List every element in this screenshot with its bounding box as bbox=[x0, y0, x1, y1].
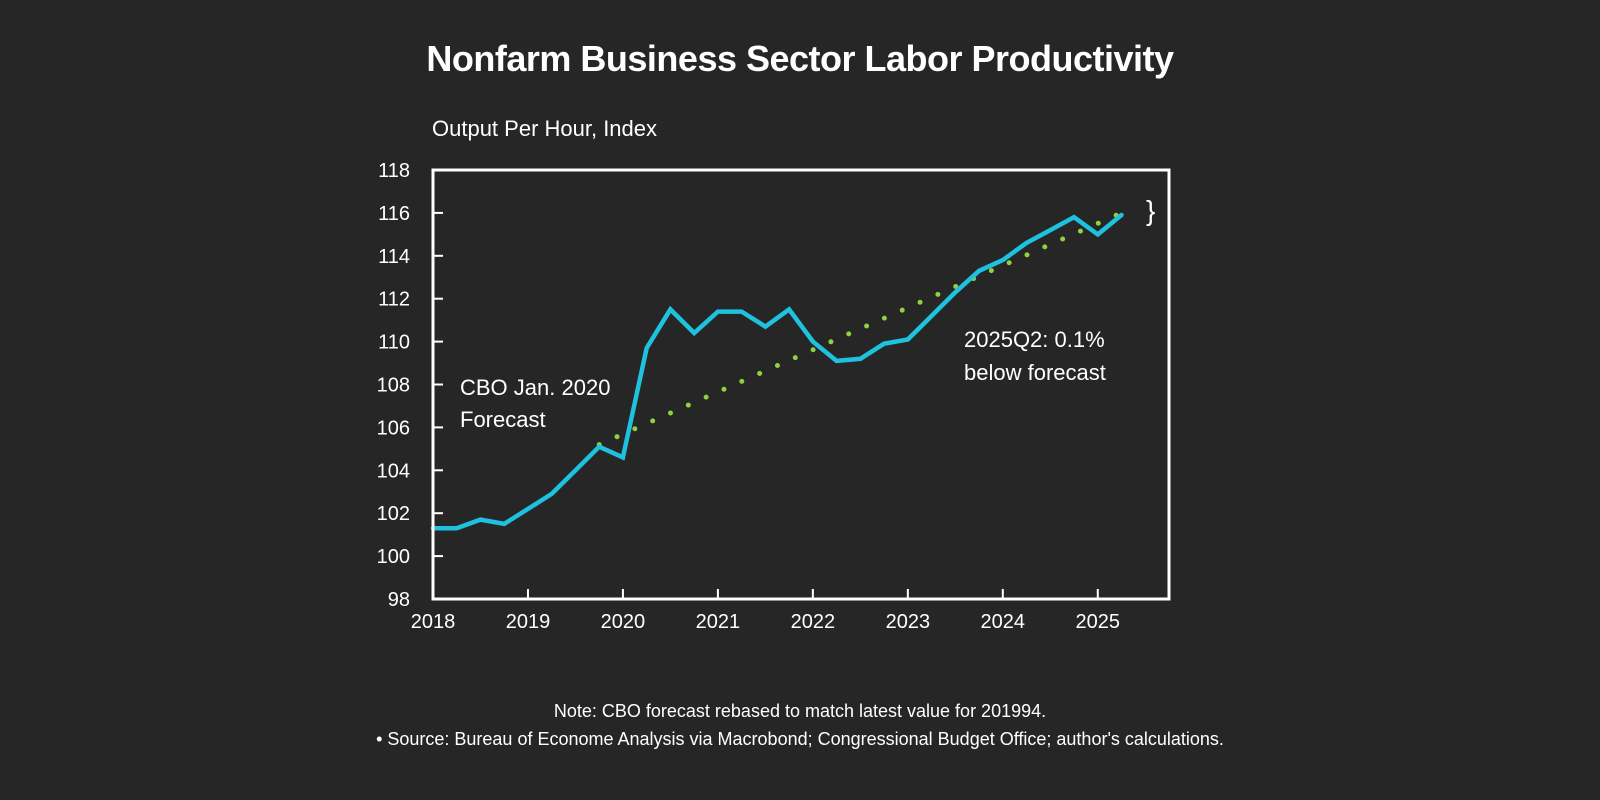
y-tick: 100 bbox=[377, 546, 443, 568]
series-layer bbox=[430, 210, 1124, 531]
x-tick: 2019 bbox=[506, 589, 551, 633]
forecast-series-line bbox=[596, 210, 1124, 448]
x-tick-label: 2024 bbox=[981, 611, 1026, 633]
y-axis-label: Output Per Hour, Index bbox=[432, 116, 658, 141]
chart-source: • Source: Bureau of Econome Analysis via… bbox=[376, 729, 1224, 749]
gap-bracket: } bbox=[1146, 195, 1155, 226]
x-tick: 2021 bbox=[696, 589, 741, 633]
y-tick-label: 110 bbox=[378, 332, 410, 354]
actual-series-line bbox=[430, 212, 1124, 531]
y-tick-label: 98 bbox=[388, 589, 410, 611]
y-tick: 106 bbox=[377, 417, 443, 439]
y-tick-label: 102 bbox=[377, 503, 410, 525]
y-tick: 112 bbox=[378, 289, 443, 311]
x-tick-label: 2018 bbox=[411, 611, 456, 633]
x-tick-label: 2021 bbox=[696, 611, 741, 633]
y-tick-label: 108 bbox=[377, 375, 410, 397]
forecast-label-line2: Forecast bbox=[460, 407, 546, 432]
x-tick-label: 2019 bbox=[506, 611, 551, 633]
y-tick-label: 118 bbox=[378, 160, 410, 182]
x-tick-label: 2025 bbox=[1076, 611, 1121, 633]
x-tick: 2022 bbox=[791, 589, 836, 633]
x-axis-ticks: 2018 2019 2020 2021 2022 2023 2024 2025 bbox=[411, 589, 1120, 633]
x-tick: 2023 bbox=[886, 589, 931, 633]
y-tick: 110 bbox=[378, 332, 443, 354]
forecast-label-line1: CBO Jan. 2020 bbox=[460, 375, 610, 400]
x-tick-label: 2020 bbox=[601, 611, 646, 633]
plot-frame bbox=[431, 168, 1171, 601]
x-tick: 2020 bbox=[601, 589, 646, 633]
y-tick-label: 112 bbox=[378, 289, 410, 311]
y-tick: 116 bbox=[378, 203, 443, 225]
y-tick-label: 116 bbox=[378, 203, 410, 225]
chart-note: Note: CBO forecast rebased to match late… bbox=[553, 701, 1047, 721]
y-tick: 102 bbox=[377, 503, 443, 525]
y-tick-label: 104 bbox=[377, 460, 410, 482]
gap-label-line2: below forecast bbox=[964, 360, 1106, 385]
y-tick-label: 100 bbox=[377, 546, 410, 568]
y-tick: 104 bbox=[377, 460, 443, 482]
y-tick-label: 114 bbox=[378, 246, 410, 268]
y-tick: 108 bbox=[377, 375, 443, 397]
gap-label-line1: 2025Q2: 0.1% bbox=[964, 327, 1105, 352]
x-tick: 2024 bbox=[981, 589, 1026, 633]
y-tick: 114 bbox=[378, 246, 443, 268]
y-tick-label: 106 bbox=[377, 417, 410, 439]
x-tick: 2025 bbox=[1076, 589, 1121, 633]
x-tick-label: 2022 bbox=[791, 611, 836, 633]
chart-title: Nonfarm Business Sector Labor Productivi… bbox=[426, 38, 1174, 79]
y-axis-ticks: 98 100 102 104 106 108 110 112 114 116 118 bbox=[377, 160, 443, 611]
x-tick-label: 2023 bbox=[886, 611, 931, 633]
